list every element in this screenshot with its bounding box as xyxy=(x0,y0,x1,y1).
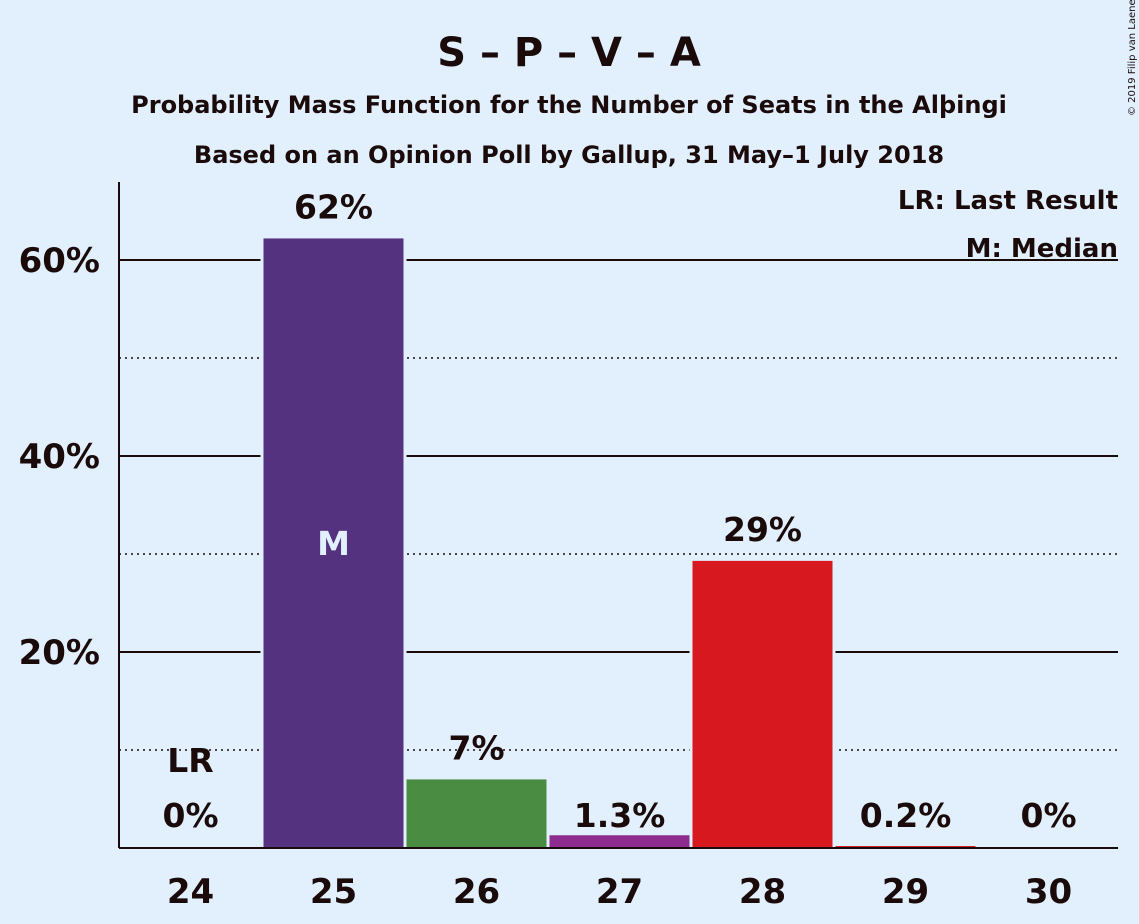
data-label: 0.2% xyxy=(860,796,952,835)
bars xyxy=(260,235,979,848)
chart-subtitle-1: Probability Mass Function for the Number… xyxy=(131,91,1007,119)
data-label: 1.3% xyxy=(574,796,666,835)
x-tick-label: 30 xyxy=(1025,872,1072,912)
data-label: 0% xyxy=(162,796,218,835)
data-label: 0% xyxy=(1020,796,1076,835)
bar-27 xyxy=(549,835,690,848)
y-tick-label: 20% xyxy=(19,633,100,673)
legend-last-result: LR: Last Result xyxy=(898,186,1118,216)
x-tick-label: 26 xyxy=(453,872,500,912)
data-label: 29% xyxy=(723,510,802,549)
median-marker: M xyxy=(317,524,350,563)
legend-median: M: Median xyxy=(966,234,1118,264)
data-labels: 0% 62% 7% 1.3% 29% 0.2% 0% M LR xyxy=(162,187,1076,835)
data-label: 62% xyxy=(294,187,373,226)
chart-subtitle-2: Based on an Opinion Poll by Gallup, 31 M… xyxy=(194,141,944,169)
x-tick-label: 25 xyxy=(310,872,357,912)
bar-25 xyxy=(263,238,404,848)
bar-gap xyxy=(832,843,979,848)
last-result-marker: LR xyxy=(167,741,213,780)
bar-26 xyxy=(406,779,547,848)
bar-28 xyxy=(692,560,833,848)
x-tick-label: 29 xyxy=(882,872,929,912)
chart-title: S – P – V – A xyxy=(437,30,701,76)
data-label: 7% xyxy=(448,728,504,767)
y-tick-label: 40% xyxy=(19,437,100,477)
x-tick-label: 24 xyxy=(167,872,214,912)
x-tick-label: 27 xyxy=(596,872,643,912)
x-tick-label: 28 xyxy=(739,872,786,912)
y-tick-label: 60% xyxy=(19,241,100,281)
axes: 20% 40% 60% 24 25 26 27 28 29 30 xyxy=(19,182,1118,912)
copyright-notice: © 2019 Filip van Laenen xyxy=(1127,0,1138,116)
